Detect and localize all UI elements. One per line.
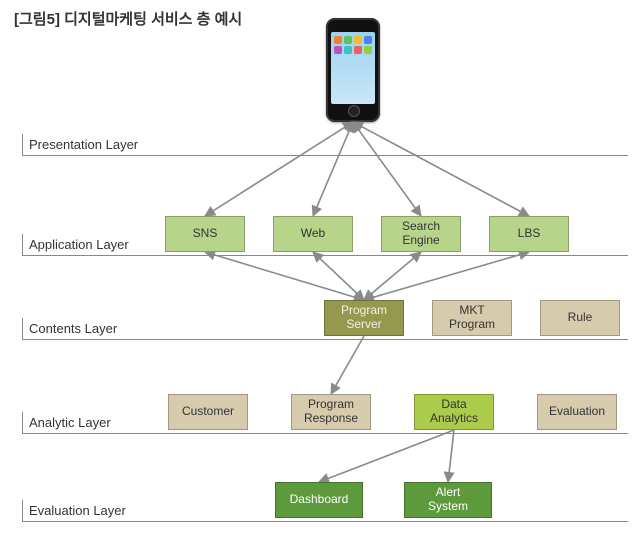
arrow-analytics-alert [448, 430, 454, 482]
node-response-line1: Response [304, 412, 358, 426]
arrow-program-lbs [364, 252, 529, 300]
node-rule-line0: Rule [568, 311, 593, 325]
node-mkt-line1: Program [449, 318, 495, 332]
node-customer: Customer [168, 394, 248, 430]
node-customer-line0: Customer [182, 405, 234, 419]
layer-label-presentation: Presentation Layer [22, 134, 628, 156]
node-dashboard-line0: Dashboard [290, 493, 349, 507]
arrows-layer [0, 0, 640, 550]
node-analytics-line1: Analytics [430, 412, 478, 426]
node-analytics-line0: Data [441, 398, 466, 412]
node-sns-line0: SNS [193, 227, 218, 241]
arrow-program-web [313, 252, 364, 300]
arrow-program-sns [205, 252, 364, 300]
node-response-line0: Program [308, 398, 354, 412]
node-alert-line0: Alert [436, 486, 461, 500]
node-search-line0: Search [402, 220, 440, 234]
node-lbs-line0: LBS [518, 227, 541, 241]
node-program-line0: Program [341, 304, 387, 318]
node-alert: AlertSystem [404, 482, 492, 518]
node-alert-line1: System [428, 500, 468, 514]
figure-title: [그림5] 디지털마케팅 서비스 층 예시 [14, 8, 242, 29]
node-search: SearchEngine [381, 216, 461, 252]
node-evaluationB: Evaluation [537, 394, 617, 430]
node-web: Web [273, 216, 353, 252]
node-response: ProgramResponse [291, 394, 371, 430]
node-program: ProgramServer [324, 300, 404, 336]
node-sns: SNS [165, 216, 245, 252]
node-analytics: DataAnalytics [414, 394, 494, 430]
node-evaluationB-line0: Evaluation [549, 405, 605, 419]
arrow-analytics-dashboard [319, 430, 454, 482]
node-program-line1: Server [346, 318, 381, 332]
node-mkt: MKTProgram [432, 300, 512, 336]
arrow-program-search [364, 252, 421, 300]
node-rule: Rule [540, 300, 620, 336]
node-lbs: LBS [489, 216, 569, 252]
node-mkt-line0: MKT [459, 304, 484, 318]
node-search-line1: Engine [402, 234, 439, 248]
node-web-line0: Web [301, 227, 325, 241]
smartphone-icon [326, 18, 380, 122]
phone-app-icons [334, 36, 372, 54]
node-dashboard: Dashboard [275, 482, 363, 518]
arrow-program-response [331, 336, 364, 394]
